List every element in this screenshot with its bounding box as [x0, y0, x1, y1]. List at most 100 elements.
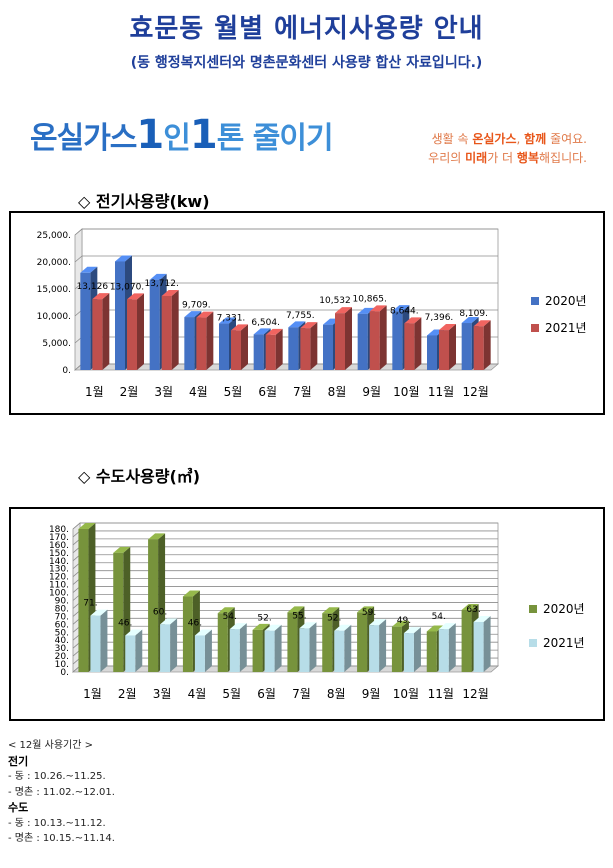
bar-top [115, 255, 132, 262]
y-tick-label: 180. [49, 525, 69, 535]
electric-chart: 0. 5,000. 10,000. 15,000. 20,000. 25,000. 1월 13… [9, 211, 605, 415]
x-tick-label: 5월 [224, 385, 243, 399]
tagline-emphasis: 온실가스 [472, 132, 517, 146]
water-period-dong: - 동 : 10.13.~11.12. [8, 817, 106, 829]
legend-label: 2021년 [545, 321, 587, 335]
page-subtitle: (동 행정복지센터와 명촌문화센터 사용량 합산 자료입니다.) [130, 55, 483, 71]
legend-swatch [529, 605, 537, 613]
x-tick-label: 1월 [83, 687, 102, 701]
bar [335, 313, 345, 370]
bar-top [184, 311, 202, 318]
bar [438, 629, 449, 672]
data-label: 54. [223, 612, 237, 622]
bar [473, 621, 484, 672]
tagline-text: 우리의 [428, 151, 466, 165]
bar-top [334, 624, 352, 631]
bar-top [335, 307, 352, 314]
legend-swatch [531, 297, 539, 305]
bar-top [461, 317, 479, 324]
tagline-text: , [516, 132, 525, 146]
bar-top [194, 629, 212, 636]
y-tick-label: 110. [49, 581, 69, 591]
legend-label: 2020년 [543, 602, 585, 616]
bar-side [135, 629, 143, 672]
bar [253, 334, 264, 370]
slogan-part-1: 온실가스 [30, 121, 137, 156]
x-tick-label: 10월 [393, 385, 419, 399]
y-tick-label: 120. [49, 573, 69, 583]
bar-top [369, 305, 387, 312]
electric-section-title: ◇ 전기사용량(kw) [78, 192, 210, 211]
bar [194, 635, 205, 672]
bar [127, 299, 137, 370]
slogan-part-2: 인 [163, 121, 191, 156]
water-period-heading: 수도 [8, 801, 29, 814]
bar-top [403, 627, 421, 634]
bar-side [274, 624, 282, 672]
bar-top [149, 273, 167, 280]
bar [461, 323, 472, 370]
tagline-line-2: 우리의 미래가 더 행복해집니다. [428, 149, 587, 168]
bar [404, 323, 415, 370]
data-label: 63. [466, 605, 480, 615]
y-tick-label: 10,000. [37, 312, 71, 322]
bar-top [219, 317, 236, 324]
bar-side [102, 293, 110, 370]
y-tick-label: 80. [55, 604, 69, 614]
bar [439, 330, 449, 370]
bar-top [125, 629, 143, 636]
bar [265, 334, 276, 370]
data-label: 55. [292, 611, 306, 621]
bar [391, 626, 402, 672]
bar-side [239, 623, 247, 672]
x-tick-label: 3월 [154, 385, 173, 399]
electric-chart-svg: 0. 5,000. 10,000. 15,000. 20,000. 25,000. 1월 13… [37, 228, 587, 399]
data-label: 13,070. [110, 282, 144, 292]
bar [229, 629, 240, 672]
bar [473, 326, 484, 370]
tagline-emphasis: 미래 [465, 151, 488, 165]
bar [149, 279, 160, 370]
bar-top [231, 324, 248, 331]
x-tick-label: 11월 [428, 687, 454, 701]
period-title: < 12월 사용기간 > [8, 740, 94, 751]
y-tick-label: 170. [49, 533, 69, 543]
y-tick-label: 25,000. [37, 231, 71, 241]
bar-top [217, 607, 235, 614]
data-label: 7,331. [217, 313, 246, 323]
y-tick-label: 40. [55, 636, 69, 646]
bar-top [80, 266, 98, 273]
bar [403, 633, 414, 672]
bar-top [287, 606, 305, 613]
bar-top [182, 590, 200, 597]
y-tick-label: 30. [55, 644, 69, 654]
electric-period-dong: - 동 : 10.26.~11.25. [8, 771, 106, 782]
water-chart: 0. 10. 20. 30. 40. 50. 60. 70. 80. 90. 100. 110. 120… [9, 507, 605, 721]
data-label: 8,644. [390, 306, 419, 316]
y-tick-label: 60. [55, 620, 69, 630]
page-title: 효문동 월별 에너지사용량 안내 [129, 14, 484, 44]
y-tick-label: 0. [60, 668, 69, 678]
bar-side [309, 622, 317, 672]
y-tick-label: 160. [49, 541, 69, 551]
bar-side [344, 624, 352, 672]
bar [288, 327, 299, 370]
bar [287, 612, 298, 672]
bar-top [265, 328, 283, 335]
bar-side [206, 311, 214, 370]
x-tick-label: 4월 [189, 385, 208, 399]
x-tick-label: 8월 [327, 687, 346, 701]
bar [392, 311, 403, 370]
bar-top [127, 293, 144, 300]
y-tick-label: 90. [55, 597, 69, 607]
bar-top [229, 623, 247, 630]
bar-top [113, 546, 131, 553]
bar [299, 628, 310, 672]
bar-top [404, 317, 422, 324]
bar-side [414, 317, 422, 370]
x-tick-label: 5월 [222, 687, 241, 701]
bar [196, 317, 207, 370]
bar-top [473, 615, 491, 622]
tagline-emphasis: 함께 [524, 132, 547, 146]
y-tick-label: 5,000. [42, 339, 71, 349]
